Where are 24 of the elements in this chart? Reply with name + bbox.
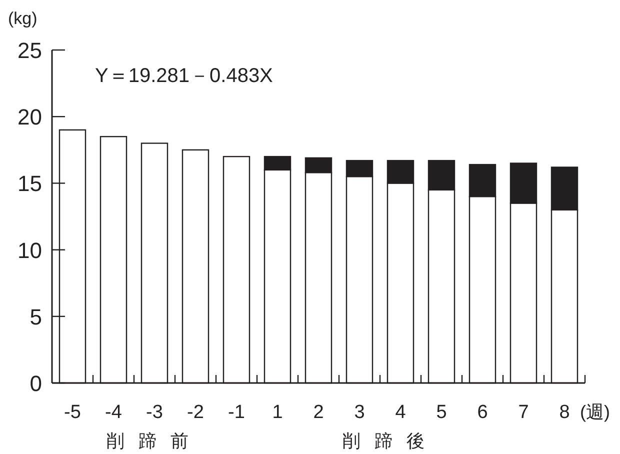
y-tick-label: 20 [18,104,42,130]
x-tick-label: 5 [436,402,447,423]
x-tick-label: -5 [64,402,81,423]
y-tick-label: 25 [18,38,42,63]
x-tick-label: -2 [187,402,204,423]
x-tick-label: 8 [559,402,570,423]
y-tick-label: 10 [18,238,42,263]
y-axis-title: (kg) [8,9,38,28]
x-tick-label: 2 [313,402,324,423]
x-tick-label: 4 [395,402,406,423]
x-tick-label: -3 [146,402,163,423]
y-tick-label: 5 [30,304,42,330]
y-tick-label: 0 [30,371,42,396]
x-tick-label: 3 [354,402,365,423]
y-tick-label: 15 [18,171,42,196]
x-axis-title: (週) [580,402,610,422]
text: 削蹄前 [106,431,202,451]
text: 削蹄後 [342,431,438,451]
x-tick-label: 7 [518,402,529,423]
x-tick-label: 6 [477,402,488,423]
annotation: Y＝19.281－0.483X [95,65,273,87]
x-tick-label: -1 [228,402,245,423]
x-tick-label: 1 [272,402,283,423]
x-tick-label: -4 [105,402,122,423]
